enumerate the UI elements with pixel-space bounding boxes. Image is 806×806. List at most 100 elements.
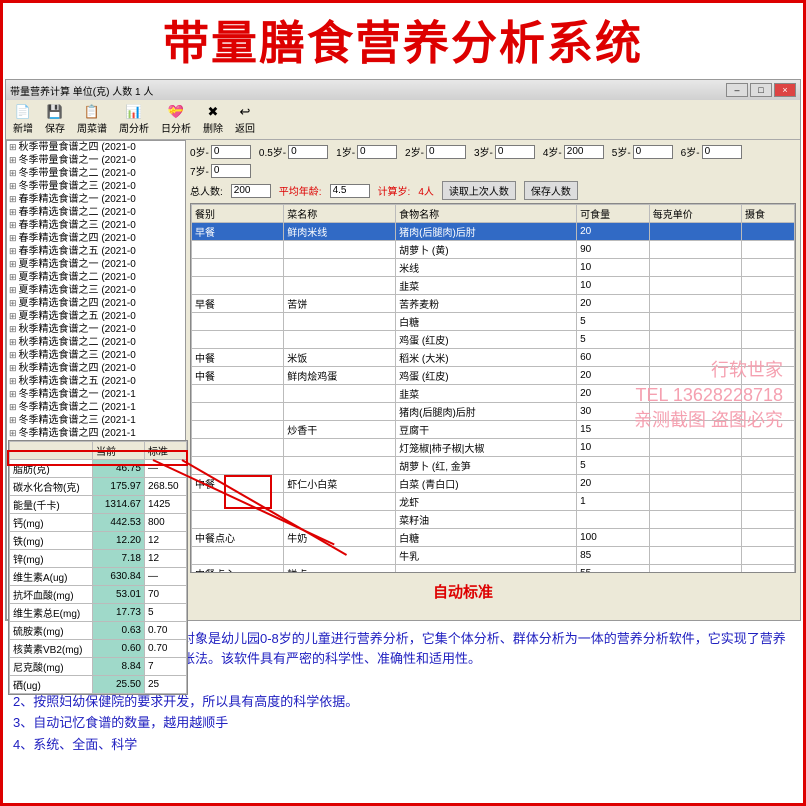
grid-row[interactable]: 胡萝卜 (黄)90: [192, 241, 795, 259]
grid-row[interactable]: 中餐虾仁小白菜白菜 (青白口)20: [192, 475, 795, 493]
grid-row[interactable]: 牛乳85: [192, 547, 795, 565]
tree-item[interactable]: 夏季精选食谱之五 (2021-0: [7, 310, 185, 323]
grid-cell: 5: [577, 457, 650, 475]
tree-item[interactable]: 秋季带量食谱之四 (2021-0: [7, 141, 185, 154]
age-input[interactable]: [211, 145, 251, 159]
toolbar-label: 返回: [235, 120, 255, 135]
grid-row[interactable]: 白糖5: [192, 313, 795, 331]
tree-item[interactable]: 冬季精选食谱之四 (2021-1: [7, 427, 185, 440]
footer-line: 3、自动记忆食谱的数量，越用越顺手: [13, 713, 793, 733]
age-field: 1岁-: [336, 144, 397, 159]
grid-row[interactable]: 中餐点心牛奶白糖100: [192, 529, 795, 547]
toolbar-返回[interactable]: ↩返回: [232, 103, 258, 136]
age-input[interactable]: [702, 145, 742, 159]
grid-cell: [192, 457, 284, 475]
tree-item[interactable]: 冬季精选食谱之一 (2021-1: [7, 388, 185, 401]
grid-row[interactable]: 米线10: [192, 259, 795, 277]
food-grid[interactable]: 餐别菜名称食物名称可食量每克单价摄食早餐鲜肉米线猪肉(后腿肉)后肘20胡萝卜 (…: [190, 203, 796, 573]
grid-cell: [649, 457, 741, 475]
grid-cell: [192, 385, 284, 403]
tree-item[interactable]: 夏季精选食谱之四 (2021-0: [7, 297, 185, 310]
grid-cell: [649, 511, 741, 529]
grid-row[interactable]: 中餐鲜肉烩鸡蛋鸡蛋 (红皮)20: [192, 367, 795, 385]
toolbar-删除[interactable]: ✖删除: [200, 103, 226, 136]
tree-item[interactable]: 夏季精选食谱之一 (2021-0: [7, 258, 185, 271]
grid-row[interactable]: 韭菜20: [192, 385, 795, 403]
grid-cell: [192, 547, 284, 565]
toolbar-日分析[interactable]: 💝日分析: [158, 103, 194, 136]
avg-age-input[interactable]: [330, 184, 370, 198]
maximize-button[interactable]: □: [750, 83, 772, 97]
age-input[interactable]: [288, 145, 328, 159]
tree-item[interactable]: 春季精选食谱之二 (2021-0: [7, 206, 185, 219]
grid-row[interactable]: 早餐鲜肉米线猪肉(后腿肉)后肘20: [192, 223, 795, 241]
tree-item[interactable]: 春季精选食谱之一 (2021-0: [7, 193, 185, 206]
tree-item[interactable]: 秋季精选食谱之一 (2021-0: [7, 323, 185, 336]
age-field: 0岁-: [190, 144, 251, 159]
save-count-button[interactable]: 保存人数: [524, 181, 578, 200]
grid-cell: 鲜肉烩鸡蛋: [284, 367, 396, 385]
grid-row[interactable]: 中餐米饭稻米 (大米)60: [192, 349, 795, 367]
grid-row[interactable]: 中餐点心糕点55: [192, 565, 795, 574]
age-input[interactable]: [633, 145, 673, 159]
tree-item[interactable]: 冬季带量食谱之三 (2021-0: [7, 180, 185, 193]
tree-item[interactable]: 夏季精选食谱之三 (2021-0: [7, 284, 185, 297]
grid-cell: 90: [577, 241, 650, 259]
grid-cell: 中餐: [192, 349, 284, 367]
grid-row[interactable]: 灯笼椒|柿子椒|大椒10: [192, 439, 795, 457]
grid-cell: 牛奶: [284, 529, 396, 547]
tree-item[interactable]: 秋季精选食谱之五 (2021-0: [7, 375, 185, 388]
grid-cell: [649, 295, 741, 313]
age-field: 4岁-: [543, 144, 604, 159]
tree-item[interactable]: 春季精选食谱之四 (2021-0: [7, 232, 185, 245]
grid-row[interactable]: 韭菜10: [192, 277, 795, 295]
grid-cell: 炒香干: [284, 421, 396, 439]
toolbar-icon: 📋: [84, 104, 100, 120]
toolbar-保存[interactable]: 💾保存: [42, 103, 68, 136]
grid-row[interactable]: 胡萝卜 (红, 金笋5: [192, 457, 795, 475]
tree-item[interactable]: 春季精选食谱之三 (2021-0: [7, 219, 185, 232]
grid-row[interactable]: 炒香干豆腐干15: [192, 421, 795, 439]
tree-item[interactable]: 秋季精选食谱之四 (2021-0: [7, 362, 185, 375]
tree-item[interactable]: 秋季精选食谱之二 (2021-0: [7, 336, 185, 349]
grid-cell: [284, 493, 396, 511]
grid-cell: 白糖: [396, 313, 577, 331]
grid-cell: 20: [577, 295, 650, 313]
tree-item[interactable]: 春季精选食谱之五 (2021-0: [7, 245, 185, 258]
toolbar: 📄新增💾保存📋周菜谱📊周分析💝日分析✖删除↩返回: [6, 100, 800, 140]
grid-cell: [284, 457, 396, 475]
grid-row[interactable]: 早餐苦饼苦荞麦粉20: [192, 295, 795, 313]
close-button[interactable]: ×: [774, 83, 796, 97]
tree-item[interactable]: 冬季带量食谱之二 (2021-0: [7, 167, 185, 180]
tree-item[interactable]: 冬季带量食谱之一 (2021-0: [7, 154, 185, 167]
grid-cell: 20: [577, 385, 650, 403]
grid-row[interactable]: 龙虾1: [192, 493, 795, 511]
grid-cell: 中餐: [192, 367, 284, 385]
grid-cell: [649, 259, 741, 277]
tree-item[interactable]: 冬季精选食谱之二 (2021-1: [7, 401, 185, 414]
grid-row[interactable]: 猪肉(后腿肉)后肘30: [192, 403, 795, 421]
age-input[interactable]: [564, 145, 604, 159]
grid-cell: 米线: [396, 259, 577, 277]
read-last-button[interactable]: 读取上次人数: [442, 181, 516, 200]
toolbar-周菜谱[interactable]: 📋周菜谱: [74, 103, 110, 136]
age-field: 3岁-: [474, 144, 535, 159]
minimize-button[interactable]: –: [726, 83, 748, 97]
grid-cell: 20: [577, 475, 650, 493]
total-input[interactable]: [231, 184, 271, 198]
tree-item[interactable]: 夏季精选食谱之二 (2021-0: [7, 271, 185, 284]
age-input[interactable]: [495, 145, 535, 159]
grid-row[interactable]: 鸡蛋 (红皮)5: [192, 331, 795, 349]
toolbar-周分析[interactable]: 📊周分析: [116, 103, 152, 136]
age-input[interactable]: [211, 164, 251, 178]
toolbar-新增[interactable]: 📄新增: [10, 103, 36, 136]
grid-cell: [284, 241, 396, 259]
grid-row[interactable]: 菜籽油: [192, 511, 795, 529]
tree-item[interactable]: 秋季精选食谱之三 (2021-0: [7, 349, 185, 362]
grid-cell: [741, 565, 794, 574]
age-input[interactable]: [357, 145, 397, 159]
grid-cell: [649, 331, 741, 349]
grid-cell: [649, 313, 741, 331]
age-input[interactable]: [426, 145, 466, 159]
tree-item[interactable]: 冬季精选食谱之三 (2021-1: [7, 414, 185, 427]
